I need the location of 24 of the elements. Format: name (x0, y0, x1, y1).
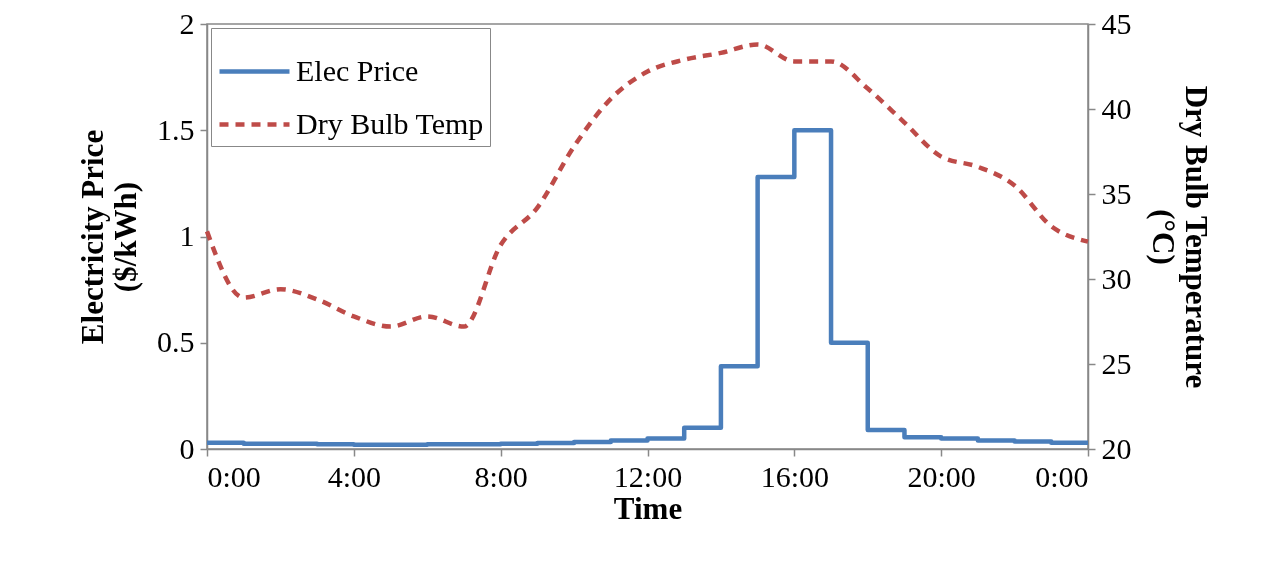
y2-tick-label: 25 (1101, 346, 1132, 380)
y2-tick-label: 20 (1101, 431, 1132, 465)
x-tick-label: 0:00 (1035, 459, 1089, 493)
x-tick-label: 16:00 (760, 459, 830, 493)
y-tick-label: 0.5 (157, 325, 195, 359)
y-tick-label: 2 (179, 6, 195, 40)
x-tick-label: 4:00 (327, 459, 382, 493)
y-axis-title: Electricity Price ($/kWh) (75, 129, 143, 345)
legend-label: Elec Price (296, 53, 419, 87)
line-series (204, 42, 1091, 329)
y-tick-label: 1 (179, 219, 195, 252)
x-tick-label: 20:00 (907, 459, 976, 493)
y2-tick-label: 45 (1101, 6, 1132, 40)
y2-axis-title: Dry Bulb Temperature (°C) (1145, 85, 1214, 389)
x-tick-label: 12:00 (613, 459, 683, 493)
x-tick-label: 8:00 (474, 459, 528, 493)
y2-tick-label: 40 (1101, 91, 1132, 125)
x-axis-title: Time (613, 490, 683, 526)
y2-tick-label: 30 (1101, 261, 1132, 295)
y2-tick-label: 35 (1101, 176, 1132, 210)
x-tick-label: 0:00 (207, 459, 261, 493)
legend-label: Dry Bulb Temp (296, 106, 484, 140)
y-tick-label: 0 (179, 431, 195, 465)
y-tick-label: 1.5 (157, 112, 195, 146)
